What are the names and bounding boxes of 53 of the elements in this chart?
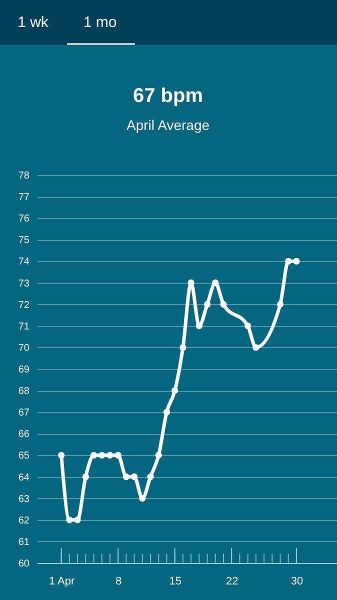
point [82, 473, 90, 480]
y-tick-label: 70 [18, 342, 30, 354]
y-tick-label: 69 [18, 364, 30, 376]
point [155, 452, 162, 459]
text: 1 wk [18, 14, 49, 31]
chart-title: 67 bpm [132, 85, 204, 107]
y-tick-label: 71 [18, 321, 30, 332]
point [114, 452, 122, 459]
y-tick-label: 77 [18, 192, 30, 204]
point [212, 279, 219, 286]
x-tick-label: 22 [226, 576, 238, 588]
point [106, 452, 114, 459]
point [139, 494, 146, 502]
point [163, 408, 170, 416]
point [90, 452, 98, 459]
point [276, 300, 284, 308]
point [98, 452, 106, 459]
point [130, 473, 138, 480]
point [171, 387, 178, 394]
y-tick-label: 75 [18, 235, 30, 246]
point [252, 344, 260, 351]
y-tick-label: 61 [18, 536, 30, 548]
chart-subtitle: April Average [126, 117, 210, 133]
point [122, 473, 130, 480]
x-tick-label: 15 [169, 576, 182, 588]
y-tick-label: 73 [18, 278, 30, 290]
point [58, 452, 65, 459]
point [147, 473, 154, 480]
y-tick-label: 72 [18, 300, 30, 311]
y-tick-label: 64 [18, 472, 30, 484]
point [284, 258, 292, 265]
y-tick-label: 62 [18, 515, 30, 526]
point [74, 516, 81, 524]
point [66, 516, 73, 524]
y-tick-label: 65 [18, 450, 30, 462]
point [244, 322, 252, 330]
point [293, 258, 300, 265]
y-tick-label: 74 [18, 256, 30, 268]
y-tick-label: 63 [18, 494, 30, 505]
y-tick-label: 78 [18, 170, 30, 182]
x-tick-label: 8 [116, 576, 122, 588]
y-tick-label: 66 [18, 429, 30, 440]
point [204, 300, 211, 308]
point [196, 322, 203, 330]
point [180, 344, 186, 351]
text: 1 mo [83, 14, 117, 31]
y-tick-label: 60 [18, 558, 30, 570]
point [220, 300, 227, 308]
x-tick-label: 1 Apr [48, 576, 75, 588]
x-tick-label: 30 [290, 576, 304, 588]
y-tick-label: 68 [18, 386, 30, 398]
y-tick-label: 67 [18, 408, 30, 419]
y-tick-label: 76 [18, 214, 30, 225]
